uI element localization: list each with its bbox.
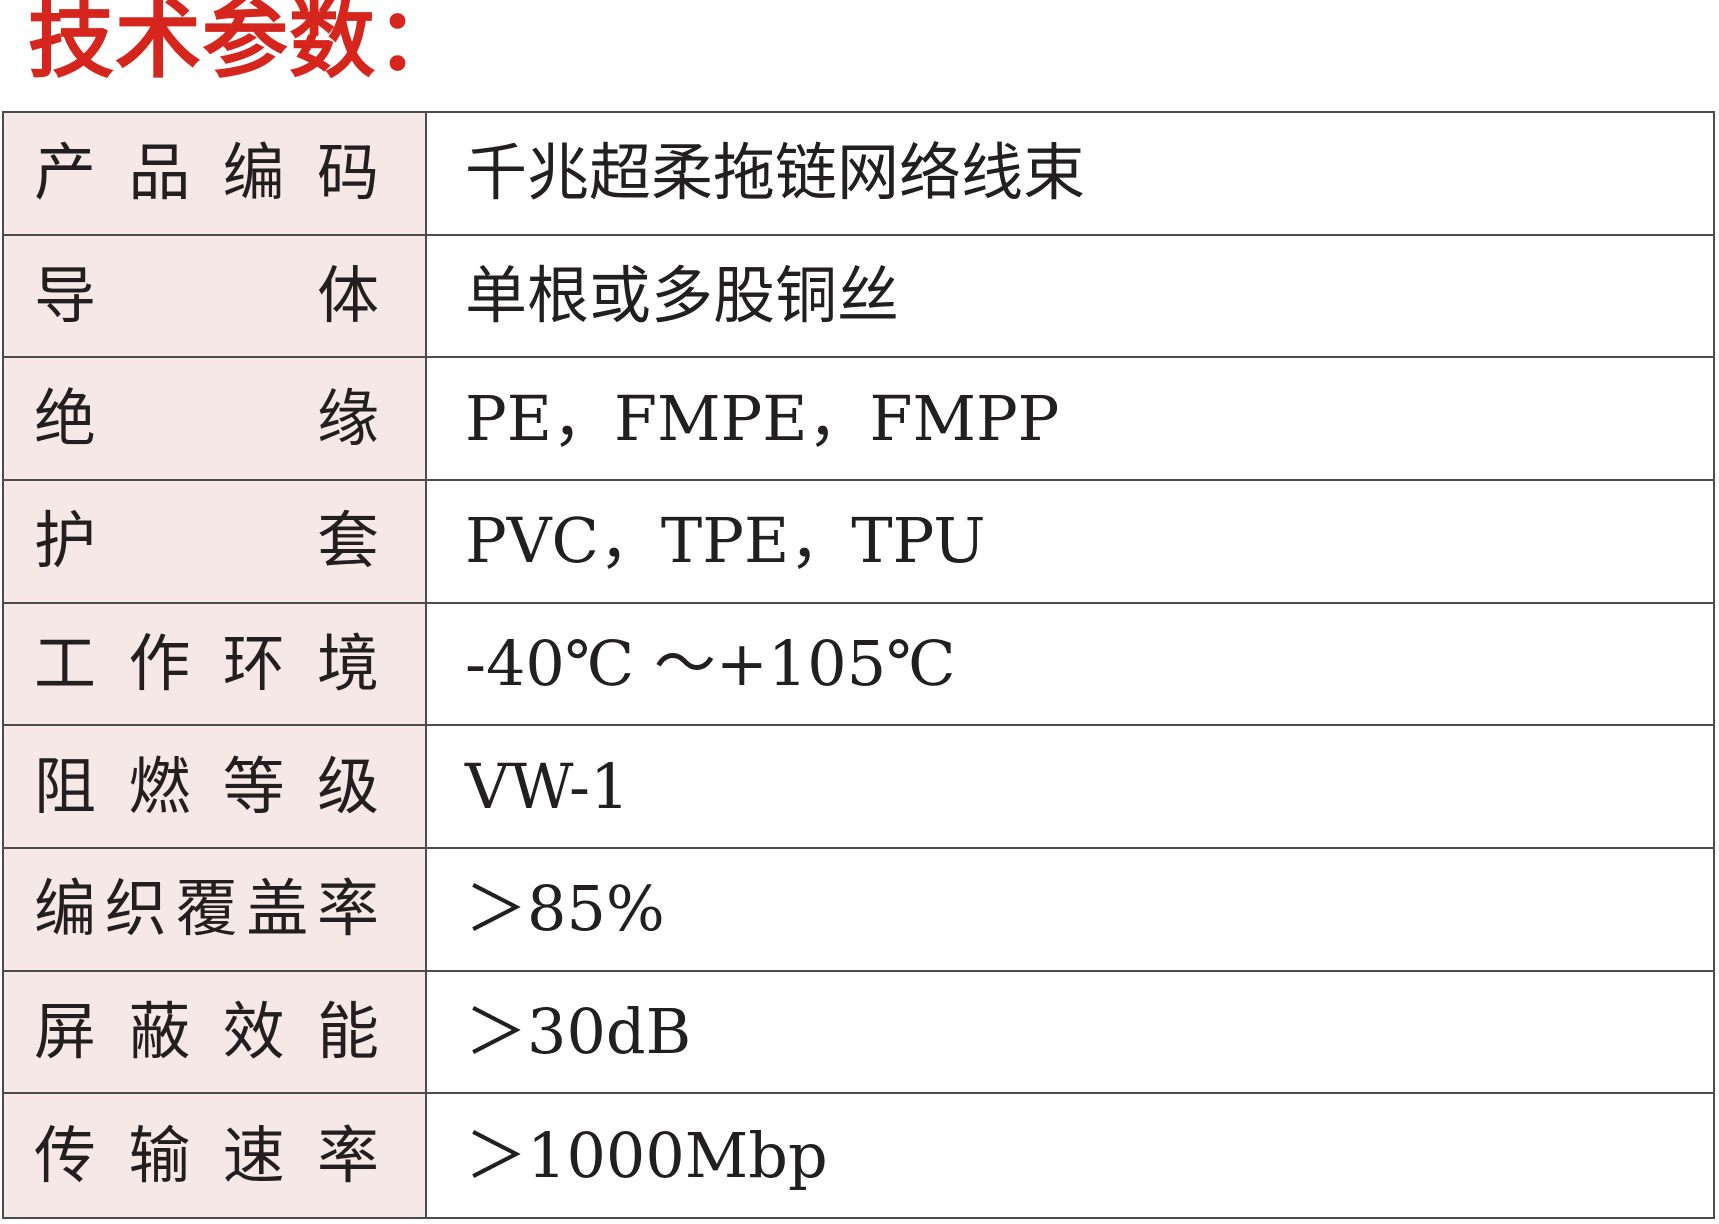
table-row: 护套 PVC，TPE，TPU [4,480,1713,604]
spec-value-cell: 千兆超柔拖链网络线束 [427,113,1713,234]
spec-label: 传输速率 [34,1118,379,1192]
spec-value: 千兆超柔拖链网络线束 [465,136,1086,210]
spec-value: 单根或多股铜丝 [465,258,900,332]
spec-label-cell: 工作环境 [4,603,427,725]
spec-value: PE，FMPE，FMPP [465,381,1060,455]
table-row: 工作环境 -40℃ ～+105℃ [4,603,1713,727]
spec-value-cell: ＞85% [427,848,1713,970]
table-row: 产品编码 千兆超柔拖链网络线束 [4,113,1713,236]
spec-label-cell: 屏蔽效能 [4,971,427,1093]
spec-value-cell: 单根或多股铜丝 [427,235,1713,357]
spec-value: ＞30dB [465,994,692,1068]
table-row: 导体 单根或多股铜丝 [4,235,1713,359]
spec-label: 阻燃等级 [34,749,379,823]
spec-label: 产品编码 [34,136,379,210]
spec-label-cell: 导体 [4,235,427,357]
table-row: 阻燃等级 VW-1 [4,726,1713,849]
spec-label-cell: 产品编码 [4,113,427,234]
spec-label: 编织覆盖率 [34,872,379,946]
spec-label: 屏蔽效能 [34,994,379,1068]
spec-label-cell: 绝缘 [4,358,427,479]
table-row: 传输速率 ＞1000Mbp [4,1094,1713,1217]
table-row: 编织覆盖率 ＞85% [4,848,1713,972]
spec-value: -40℃ ～+105℃ [465,626,956,700]
spec-value: PVC，TPE，TPU [465,504,986,578]
table-row: 屏蔽效能 ＞30dB [4,971,1713,1095]
spec-label: 导体 [34,258,379,332]
spec-value-cell: VW-1 [427,726,1713,847]
spec-value-cell: PVC，TPE，TPU [427,480,1713,602]
spec-label-cell: 传输速率 [4,1094,427,1217]
spec-value-cell: PE，FMPE，FMPP [427,358,1713,479]
page-title: 技术参数： [28,0,463,90]
table-row: 绝缘 PE，FMPE，FMPP [4,358,1713,481]
spec-label: 护套 [34,504,379,578]
spec-value: ＞1000Mbp [465,1118,828,1192]
spec-label: 绝缘 [34,381,379,455]
spec-value: ＞85% [465,872,665,946]
spec-value: VW-1 [465,749,630,823]
spec-label-cell: 阻燃等级 [4,726,427,847]
spec-value-cell: ＞30dB [427,971,1713,1093]
spec-table: 产品编码 千兆超柔拖链网络线束 导体 单根或多股铜丝 绝缘 PE，FMPE，FM… [2,111,1715,1219]
spec-label: 工作环境 [34,626,379,700]
spec-value-cell: ＞1000Mbp [427,1094,1713,1217]
spec-label-cell: 护套 [4,480,427,602]
spec-value-cell: -40℃ ～+105℃ [427,603,1713,725]
spec-label-cell: 编织覆盖率 [4,848,427,970]
